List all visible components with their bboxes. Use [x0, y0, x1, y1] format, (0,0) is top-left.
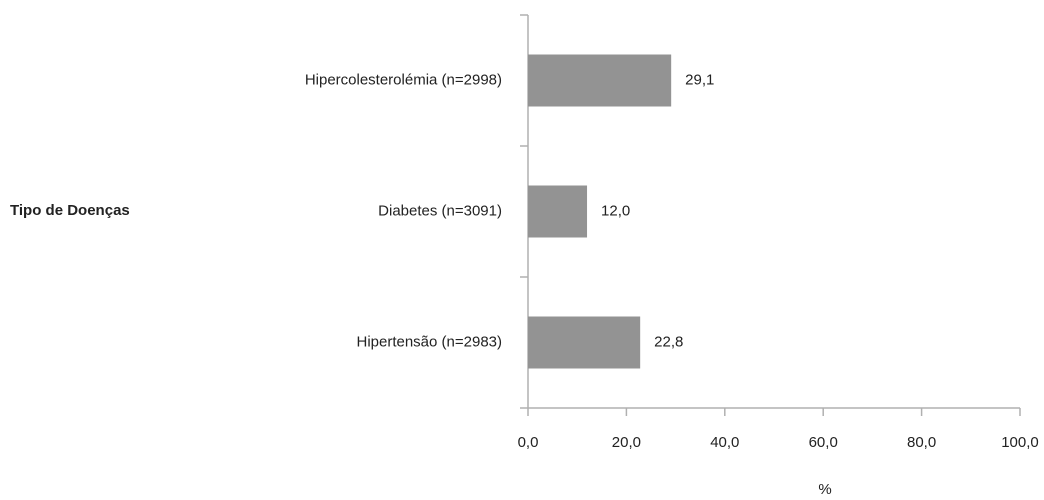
bar: [528, 185, 588, 238]
x-tick-label: 0,0: [518, 434, 539, 451]
value-label: 29,1: [685, 71, 714, 88]
value-label: 12,0: [601, 202, 630, 219]
y-axis-label: Tipo de Doenças: [10, 202, 130, 219]
x-tick-label: 100,0: [1001, 434, 1039, 451]
value-label: 22,8: [654, 333, 683, 350]
x-tick-label: 60,0: [809, 434, 838, 451]
x-tick-label: 20,0: [612, 434, 641, 451]
bar: [528, 54, 672, 107]
x-tick-label: 40,0: [710, 434, 739, 451]
y-tick-label: Diabetes (n=3091): [378, 202, 502, 219]
y-tick-label: Hipertensão (n=2983): [356, 333, 502, 350]
x-axis-label: %: [818, 481, 831, 498]
y-tick-label: Hipercolesterolémia (n=2998): [305, 71, 502, 88]
x-tick-label: 80,0: [907, 434, 936, 451]
bar: [528, 316, 641, 369]
